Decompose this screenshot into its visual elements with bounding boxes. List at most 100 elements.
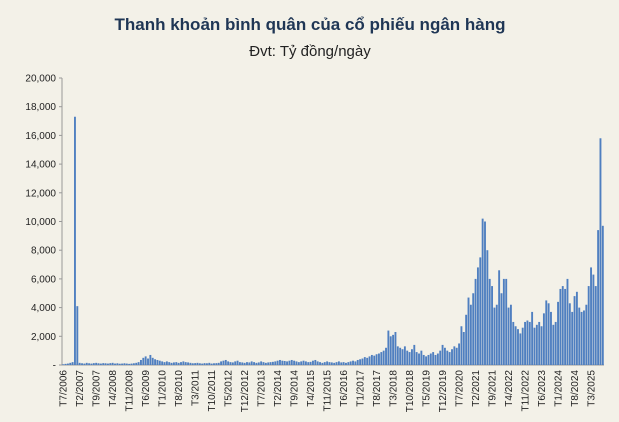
- bar: [354, 361, 357, 365]
- bar: [264, 362, 267, 365]
- bar: [326, 361, 329, 365]
- bar: [274, 361, 277, 365]
- bar: [564, 288, 567, 365]
- bar: [559, 288, 562, 365]
- bar: [238, 362, 241, 365]
- bar: [99, 363, 102, 365]
- bar: [415, 352, 418, 365]
- bar: [349, 361, 352, 365]
- bar: [107, 363, 109, 365]
- bar: [352, 360, 354, 365]
- bar: [271, 361, 274, 365]
- bar: [66, 363, 69, 365]
- bar: [401, 349, 404, 365]
- bar: [476, 267, 479, 365]
- bar: [406, 350, 409, 365]
- bar: [568, 303, 571, 365]
- bar: [347, 362, 350, 365]
- bar: [130, 363, 133, 365]
- bar: [234, 361, 237, 365]
- bar: [540, 326, 543, 365]
- bar: [361, 358, 364, 365]
- x-tick-label: T3/2011: [191, 370, 202, 406]
- bar: [62, 364, 65, 365]
- bar: [109, 363, 112, 365]
- x-tick-label: T2/2014: [273, 370, 284, 407]
- bar: [517, 329, 519, 365]
- bar: [368, 356, 371, 365]
- bar: [220, 361, 223, 365]
- bar: [408, 352, 411, 365]
- bar: [147, 358, 149, 365]
- bar: [486, 250, 489, 365]
- bar: [205, 363, 208, 365]
- bar: [290, 359, 293, 365]
- bar: [76, 306, 79, 365]
- bar: [502, 278, 505, 365]
- bar: [142, 357, 145, 365]
- bar: [302, 360, 305, 365]
- bar: [337, 361, 340, 365]
- bar: [458, 343, 461, 365]
- bar: [561, 286, 564, 365]
- x-tick-label: T1/2017: [356, 370, 367, 407]
- bar: [448, 352, 451, 365]
- bar: [158, 360, 161, 365]
- bar: [590, 267, 592, 365]
- x-tick-label: T2/2007: [75, 370, 86, 407]
- bar: [583, 310, 585, 365]
- bar: [71, 362, 74, 365]
- bar: [484, 221, 486, 365]
- bar: [493, 307, 496, 365]
- x-tick-label: T11/2008: [125, 370, 136, 412]
- y-tick-label: 8,000: [31, 246, 56, 257]
- bar: [269, 362, 272, 365]
- bar: [528, 321, 531, 365]
- bar: [594, 286, 597, 365]
- bar: [571, 311, 574, 365]
- bar: [443, 347, 446, 365]
- bar: [359, 359, 362, 365]
- bar: [465, 314, 468, 365]
- bar: [432, 352, 435, 365]
- bar: [118, 363, 121, 365]
- x-tick-label: T4/2015: [306, 370, 317, 407]
- bar: [373, 355, 376, 365]
- bar: [194, 363, 197, 365]
- bar: [85, 362, 88, 365]
- bar: [168, 362, 171, 365]
- bar: [304, 361, 307, 365]
- bar: [340, 362, 343, 365]
- bar: [333, 362, 336, 365]
- x-tick-label: T9/2014: [290, 370, 301, 407]
- bar: [387, 330, 390, 365]
- bar: [389, 336, 392, 365]
- x-tick-label: T8/2010: [174, 370, 185, 407]
- bar: [472, 293, 475, 365]
- bar: [243, 362, 246, 365]
- bar: [580, 311, 583, 365]
- x-tick-label: T7/2013: [257, 370, 268, 407]
- bar: [319, 362, 321, 365]
- bar: [498, 270, 501, 365]
- bar: [248, 362, 251, 365]
- bar: [187, 362, 190, 365]
- bar: [573, 296, 576, 365]
- bar: [191, 363, 194, 365]
- bar: [552, 324, 555, 365]
- bar: [474, 278, 477, 365]
- bar: [441, 344, 444, 365]
- bar: [394, 331, 397, 365]
- bar: [128, 363, 131, 365]
- bar: [309, 361, 312, 365]
- bar: [175, 362, 178, 365]
- bar: [366, 357, 369, 365]
- bar: [196, 362, 199, 365]
- bar: [137, 362, 140, 365]
- x-tick-label: T12/2012: [240, 370, 251, 413]
- bar: [427, 354, 430, 365]
- bar: [328, 362, 331, 365]
- chart-title: Thanh khoản bình quân của cổ phiếu ngân …: [115, 15, 506, 34]
- bar: [342, 362, 345, 365]
